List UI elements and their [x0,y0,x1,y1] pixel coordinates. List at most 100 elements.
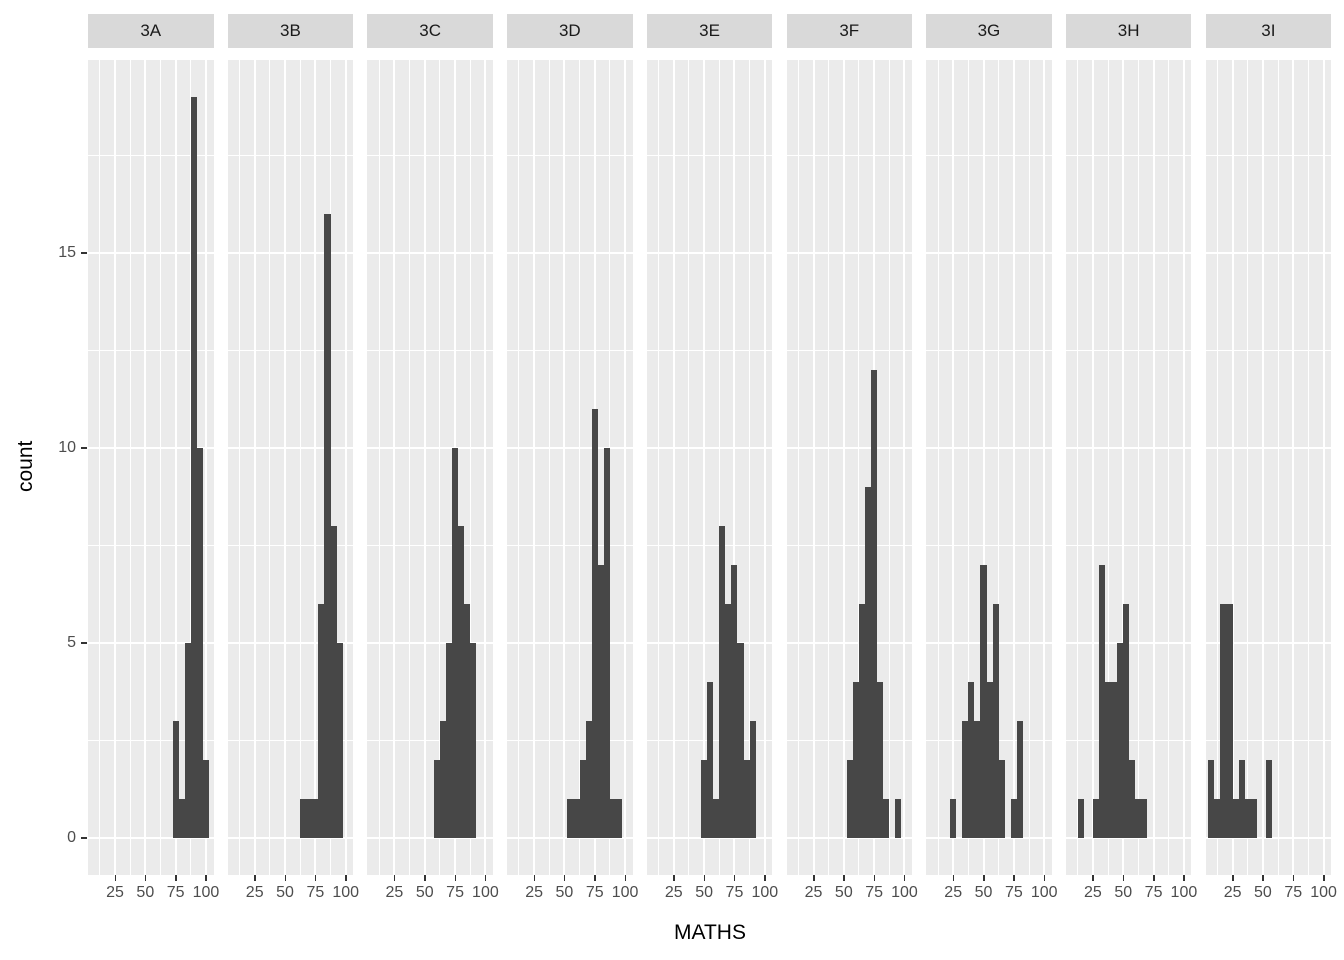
histogram-bar [1232,799,1239,838]
gridline-y-minor [1065,155,1192,156]
facet-strip-label: 3D [558,21,581,40]
gridline-y-major [646,837,773,839]
x-tick-label: 100 [472,884,499,901]
gridline-y-minor [646,545,773,546]
histogram-bar [433,760,440,838]
histogram-bar [865,487,872,838]
y-tick-label: 0 [67,829,76,846]
gridline-x-minor [129,60,131,875]
histogram-bar [178,799,185,838]
facet-panel-3H [1065,60,1192,875]
facet-panel-3A [88,60,214,875]
x-tick-label: 50 [1114,884,1133,901]
y-tick-mark [81,252,87,254]
gridline-x-major [672,60,675,875]
y-tick-mark [81,837,87,839]
histogram-bar [980,565,987,838]
facet-strip-3H: 3H [1065,14,1192,48]
gridline-x-major [1292,60,1295,875]
x-tick-mark [563,875,566,881]
facet-strip-3B: 3B [227,14,354,48]
facet-strip-3A: 3A [88,14,214,48]
histogram-bar [615,799,623,838]
x-tick-label: 50 [555,884,574,901]
x-tick-label: 50 [415,884,434,901]
gridline-y-minor [227,350,354,351]
histogram-bar [464,604,471,838]
gridline-x-major [1182,60,1185,875]
x-tick-mark [733,875,736,881]
x-tick-mark [1323,875,1325,881]
gridline-y-minor [786,350,912,351]
x-tick-label: 100 [1030,884,1058,901]
facet-strip-3E: 3E [646,14,773,48]
gridline-y-major [227,252,354,254]
histogram-bar [858,604,866,838]
histogram-bar [749,721,756,838]
facet-strip-label: 3I [1261,21,1276,40]
x-tick-label: 100 [1170,884,1198,901]
x-tick-label: 75 [865,884,884,901]
x-tick-label: 100 [332,884,360,901]
gridline-y-major [1205,252,1332,254]
histogram-bar [609,799,616,838]
gridline-x-major [1122,60,1125,875]
gridline-y-major [507,447,633,449]
x-tick-label: 75 [1284,884,1303,901]
gridline-y-major [1065,252,1192,254]
gridline-x-major [484,60,487,875]
histogram-bar [184,643,191,838]
gridline-x-minor [239,60,241,875]
x-tick-label: 50 [136,884,155,901]
gridline-y-major [646,447,773,449]
x-tick-mark [703,875,706,881]
gridline-x-minor [1137,60,1139,875]
x-tick-label: 25 [804,884,823,901]
histogram-bar [1208,760,1215,838]
histogram-bar [1244,799,1251,838]
x-tick-mark [1043,875,1046,881]
gridline-x-minor [548,60,550,875]
gridline-x-major [174,60,177,875]
x-tick-mark [314,875,317,881]
gridline-x-minor [378,60,380,875]
facet-panel-3G [926,60,1052,875]
gridline-x-major [144,60,147,875]
histogram-bar [603,448,610,838]
gridline-y-minor [507,740,633,741]
gridline-x-minor [858,60,860,875]
histogram-bar [1098,565,1106,838]
x-tick-mark [983,875,985,881]
gridline-y-major [507,642,633,644]
gridline-y-minor [786,155,912,156]
gridline-y-minor [1065,350,1192,351]
gridline-y-major [646,642,773,644]
gridline-x-minor [998,60,1000,875]
gridline-y-major [227,837,354,839]
x-tick-mark [424,875,426,881]
gridline-x-minor [658,60,660,875]
gridline-y-minor [507,350,633,351]
gridline-y-minor [926,350,1052,351]
histogram-bar [986,682,993,838]
gridline-y-major [367,837,493,839]
facet-strip-3I: 3I [1205,14,1332,48]
gridline-y-major [926,252,1052,254]
x-tick-label: 25 [944,884,963,901]
x-tick-label: 100 [611,884,639,901]
x-tick-mark [903,875,906,881]
gridline-y-major [88,642,214,644]
histogram-bar [1092,799,1099,838]
gridline-x-major [812,60,815,875]
gridline-y-major [786,642,912,644]
gridline-y-minor [227,155,354,156]
histogram-bar [579,760,586,838]
x-tick-mark [1183,875,1185,881]
x-tick-mark [284,875,287,881]
y-axis-title: count [14,440,37,492]
x-tick-label: 75 [306,884,325,901]
x-tick-mark [1092,875,1094,881]
gridline-y-major [1205,447,1332,449]
histogram-bar [968,682,975,838]
x-tick-mark [484,875,487,881]
